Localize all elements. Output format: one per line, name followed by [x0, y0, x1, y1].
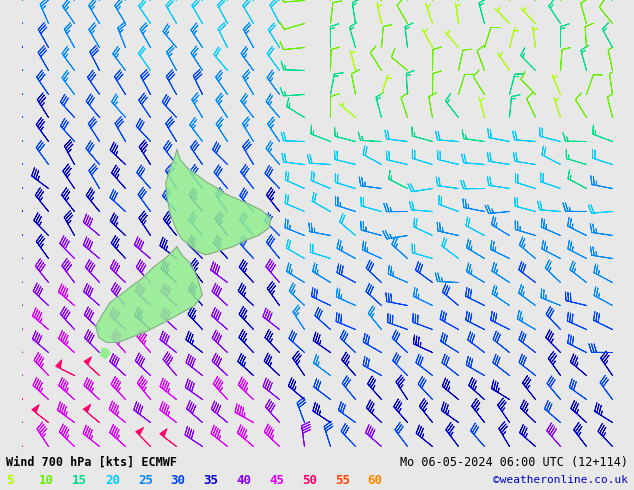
Text: 45: 45 — [269, 474, 284, 487]
Polygon shape — [96, 247, 202, 343]
Text: 40: 40 — [236, 474, 251, 487]
Text: ©weatheronline.co.uk: ©weatheronline.co.uk — [493, 475, 628, 485]
Text: Wind 700 hPa [kts] ECMWF: Wind 700 hPa [kts] ECMWF — [6, 456, 178, 468]
Polygon shape — [100, 349, 110, 358]
Text: 50: 50 — [302, 474, 317, 487]
Text: Mo 06-05-2024 06:00 UTC (12+114): Mo 06-05-2024 06:00 UTC (12+114) — [399, 456, 628, 468]
Text: 35: 35 — [204, 474, 219, 487]
Text: 15: 15 — [72, 474, 87, 487]
Text: 20: 20 — [105, 474, 120, 487]
Text: 25: 25 — [138, 474, 153, 487]
Text: 5: 5 — [6, 474, 14, 487]
Text: 55: 55 — [335, 474, 350, 487]
Text: 10: 10 — [39, 474, 54, 487]
Polygon shape — [165, 150, 271, 255]
Text: 60: 60 — [368, 474, 383, 487]
Text: 30: 30 — [171, 474, 186, 487]
